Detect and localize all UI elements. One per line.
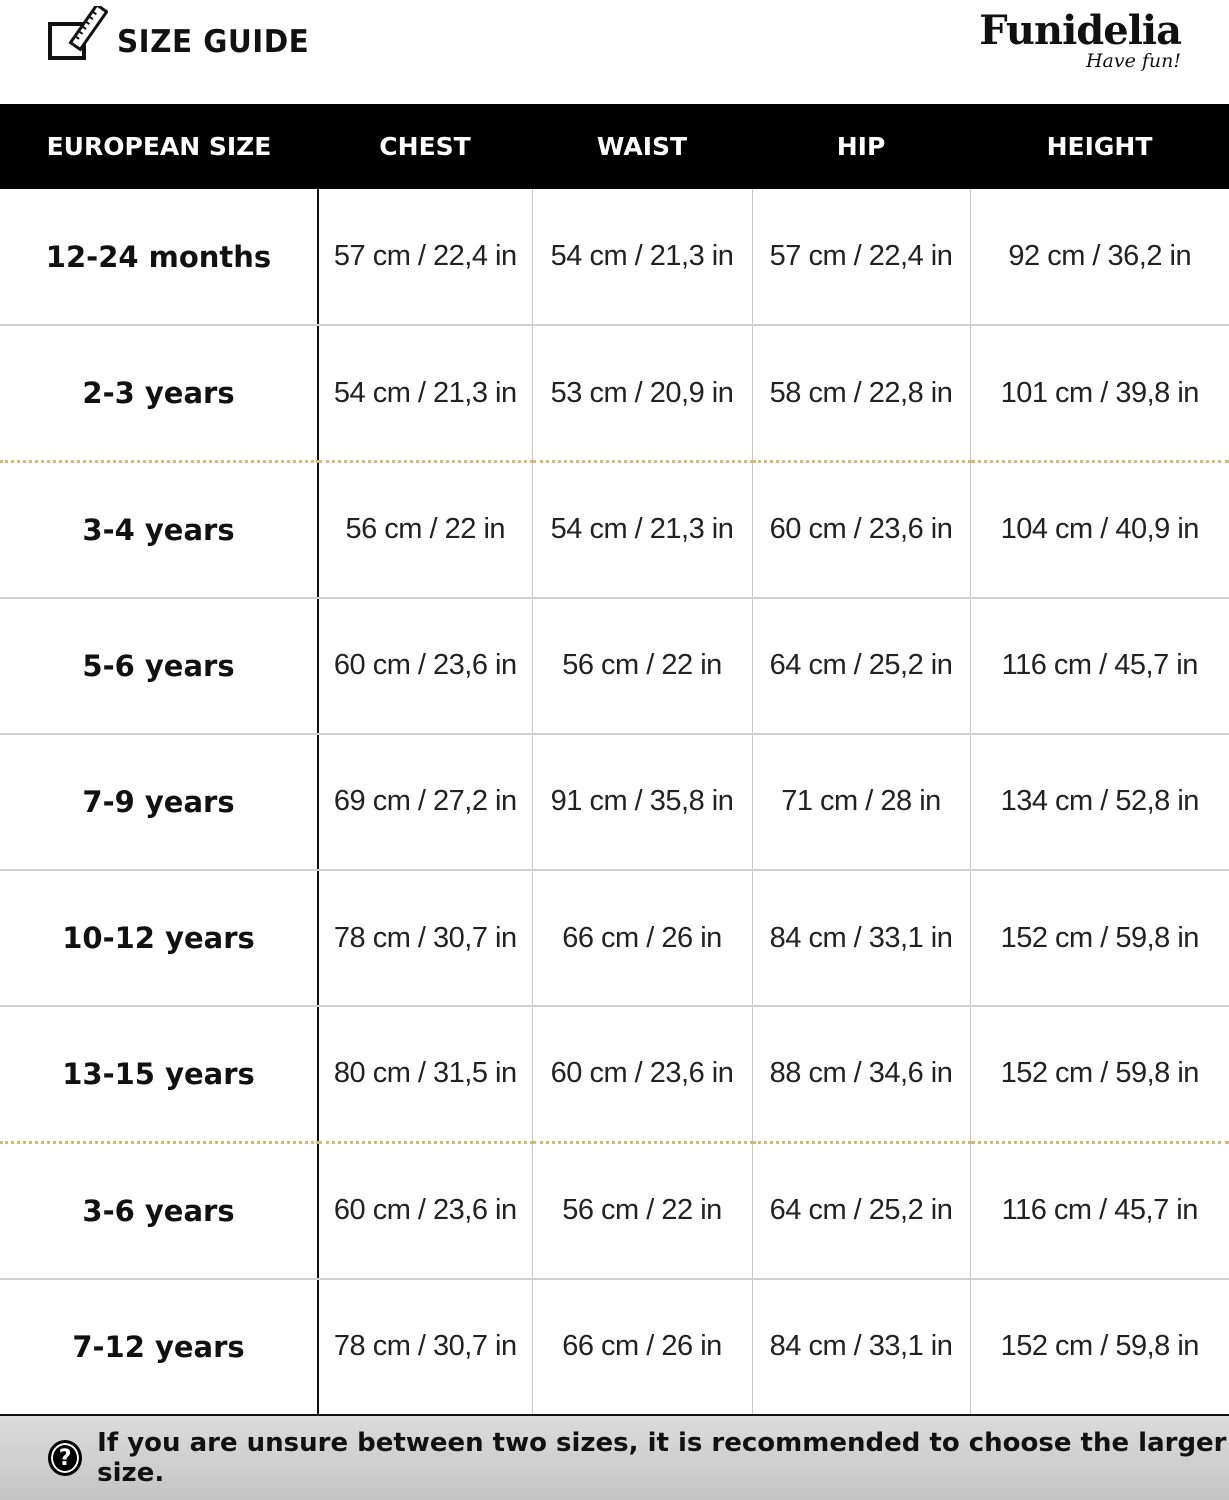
measurement-cell: 152 cm / 59,8 in	[969, 869, 1229, 1008]
measurement-cell: 88 cm / 34,6 in	[751, 1006, 970, 1144]
brand-name: Funidelia	[979, 7, 1182, 54]
measurement-cell: 152 cm / 59,8 in	[969, 1006, 1229, 1144]
size-label: 12-24 months	[0, 189, 319, 327]
measurement-cell: 134 cm / 52,8 in	[969, 733, 1229, 871]
table-row: 2-3 years 54 cm / 21,3 in 53 cm / 20,9 in 5…	[0, 325, 1229, 463]
size-label: 2-3 years	[0, 325, 319, 463]
brand-tagline: Have fun!	[1085, 50, 1181, 72]
size-label: 7-12 years	[0, 1278, 319, 1416]
measurement-cell: 71 cm / 28 in	[751, 733, 970, 871]
table-row: 13-15 years 80 cm / 31,5 in 60 cm / 23,6 i…	[0, 1006, 1229, 1144]
size-label: 10-12 years	[0, 869, 319, 1008]
brand-logo: Funidelia Have fun!	[979, 7, 1182, 73]
measurement-cell: 84 cm / 33,1 in	[751, 1278, 970, 1416]
table-header: EUROPEAN SIZE CHEST WAIST HIP HEIGHT	[0, 104, 1229, 189]
measurement-cell: 60 cm / 23,6 in	[531, 1006, 752, 1144]
table-row: 7-12 years 78 cm / 30,7 in 66 cm / 26 in 84…	[0, 1278, 1229, 1416]
measurement-cell: 92 cm / 36,2 in	[969, 189, 1229, 327]
measurement-cell: 64 cm / 25,2 in	[751, 597, 970, 735]
measurement-cell: 57 cm / 22,4 in	[317, 189, 532, 327]
column-header: EUROPEAN SIZE	[0, 104, 318, 189]
measurement-cell: 53 cm / 20,9 in	[531, 325, 752, 463]
measurement-cell: 80 cm / 31,5 in	[317, 1006, 532, 1144]
top-bar: SIZE GUIDE Funidelia Have fun!	[0, 0, 1229, 104]
size-guide-ruler-icon	[48, 6, 108, 60]
measurement-cell: 56 cm / 22 in	[531, 1142, 752, 1280]
column-header: HIP	[752, 104, 970, 189]
measurement-cell: 116 cm / 45,7 in	[969, 1142, 1229, 1280]
size-label: 13-15 years	[0, 1006, 319, 1144]
measurement-cell: 84 cm / 33,1 in	[751, 869, 970, 1008]
table-row: 12-24 months 57 cm / 22,4 in 54 cm / 21,3 …	[0, 189, 1229, 327]
measurement-cell: 58 cm / 22,8 in	[751, 325, 970, 463]
page-title: SIZE GUIDE	[117, 24, 310, 60]
size-label: 5-6 years	[0, 597, 319, 735]
measurement-cell: 60 cm / 23,6 in	[317, 1142, 532, 1280]
table-row: 10-12 years 78 cm / 30,7 in 66 cm / 26 in 8…	[0, 869, 1229, 1008]
footer-note: ? If you are unsure between two sizes, i…	[0, 1416, 1229, 1500]
measurement-cell: 101 cm / 39,8 in	[969, 325, 1229, 463]
measurement-cell: 56 cm / 22 in	[317, 461, 532, 599]
table-row: 5-6 years 60 cm / 23,6 in 56 cm / 22 in 64 …	[0, 597, 1229, 735]
table-row: 3-4 years 56 cm / 22 in 54 cm / 21,3 in 60 …	[0, 461, 1229, 599]
measurement-cell: 64 cm / 25,2 in	[751, 1142, 970, 1280]
measurement-cell: 78 cm / 30,7 in	[317, 869, 532, 1008]
measurement-cell: 54 cm / 21,3 in	[317, 325, 532, 463]
column-header: WAIST	[532, 104, 752, 189]
table-row: 3-6 years 60 cm / 23,6 in 56 cm / 22 in 64 …	[0, 1142, 1229, 1280]
measurement-cell: 104 cm / 40,9 in	[969, 461, 1229, 599]
measurement-cell: 69 cm / 27,2 in	[317, 733, 532, 871]
footer-text: If you are unsure between two sizes, it …	[97, 1428, 1227, 1488]
size-label: 3-4 years	[0, 461, 319, 599]
column-header: HEIGHT	[970, 104, 1229, 189]
measurement-cell: 66 cm / 26 in	[531, 1278, 752, 1416]
measurement-cell: 60 cm / 23,6 in	[751, 461, 970, 599]
measurement-cell: 56 cm / 22 in	[531, 597, 752, 735]
measurement-cell: 54 cm / 21,3 in	[531, 189, 752, 327]
size-table: EUROPEAN SIZE CHEST WAIST HIP HEIGHT 12-24 m…	[0, 104, 1229, 1416]
measurement-cell: 54 cm / 21,3 in	[531, 461, 752, 599]
measurement-cell: 66 cm / 26 in	[531, 869, 752, 1008]
measurement-cell: 91 cm / 35,8 in	[531, 733, 752, 871]
measurement-cell: 116 cm / 45,7 in	[969, 597, 1229, 735]
size-label: 7-9 years	[0, 733, 319, 871]
column-header: CHEST	[318, 104, 532, 189]
size-label: 3-6 years	[0, 1142, 319, 1280]
question-circle-icon: ?	[48, 1440, 83, 1476]
table-row: 7-9 years 69 cm / 27,2 in 91 cm / 35,8 in 7…	[0, 733, 1229, 871]
measurement-cell: 60 cm / 23,6 in	[317, 597, 532, 735]
measurement-cell: 152 cm / 59,8 in	[969, 1278, 1229, 1416]
measurement-cell: 78 cm / 30,7 in	[317, 1278, 532, 1416]
measurement-cell: 57 cm / 22,4 in	[751, 189, 970, 327]
